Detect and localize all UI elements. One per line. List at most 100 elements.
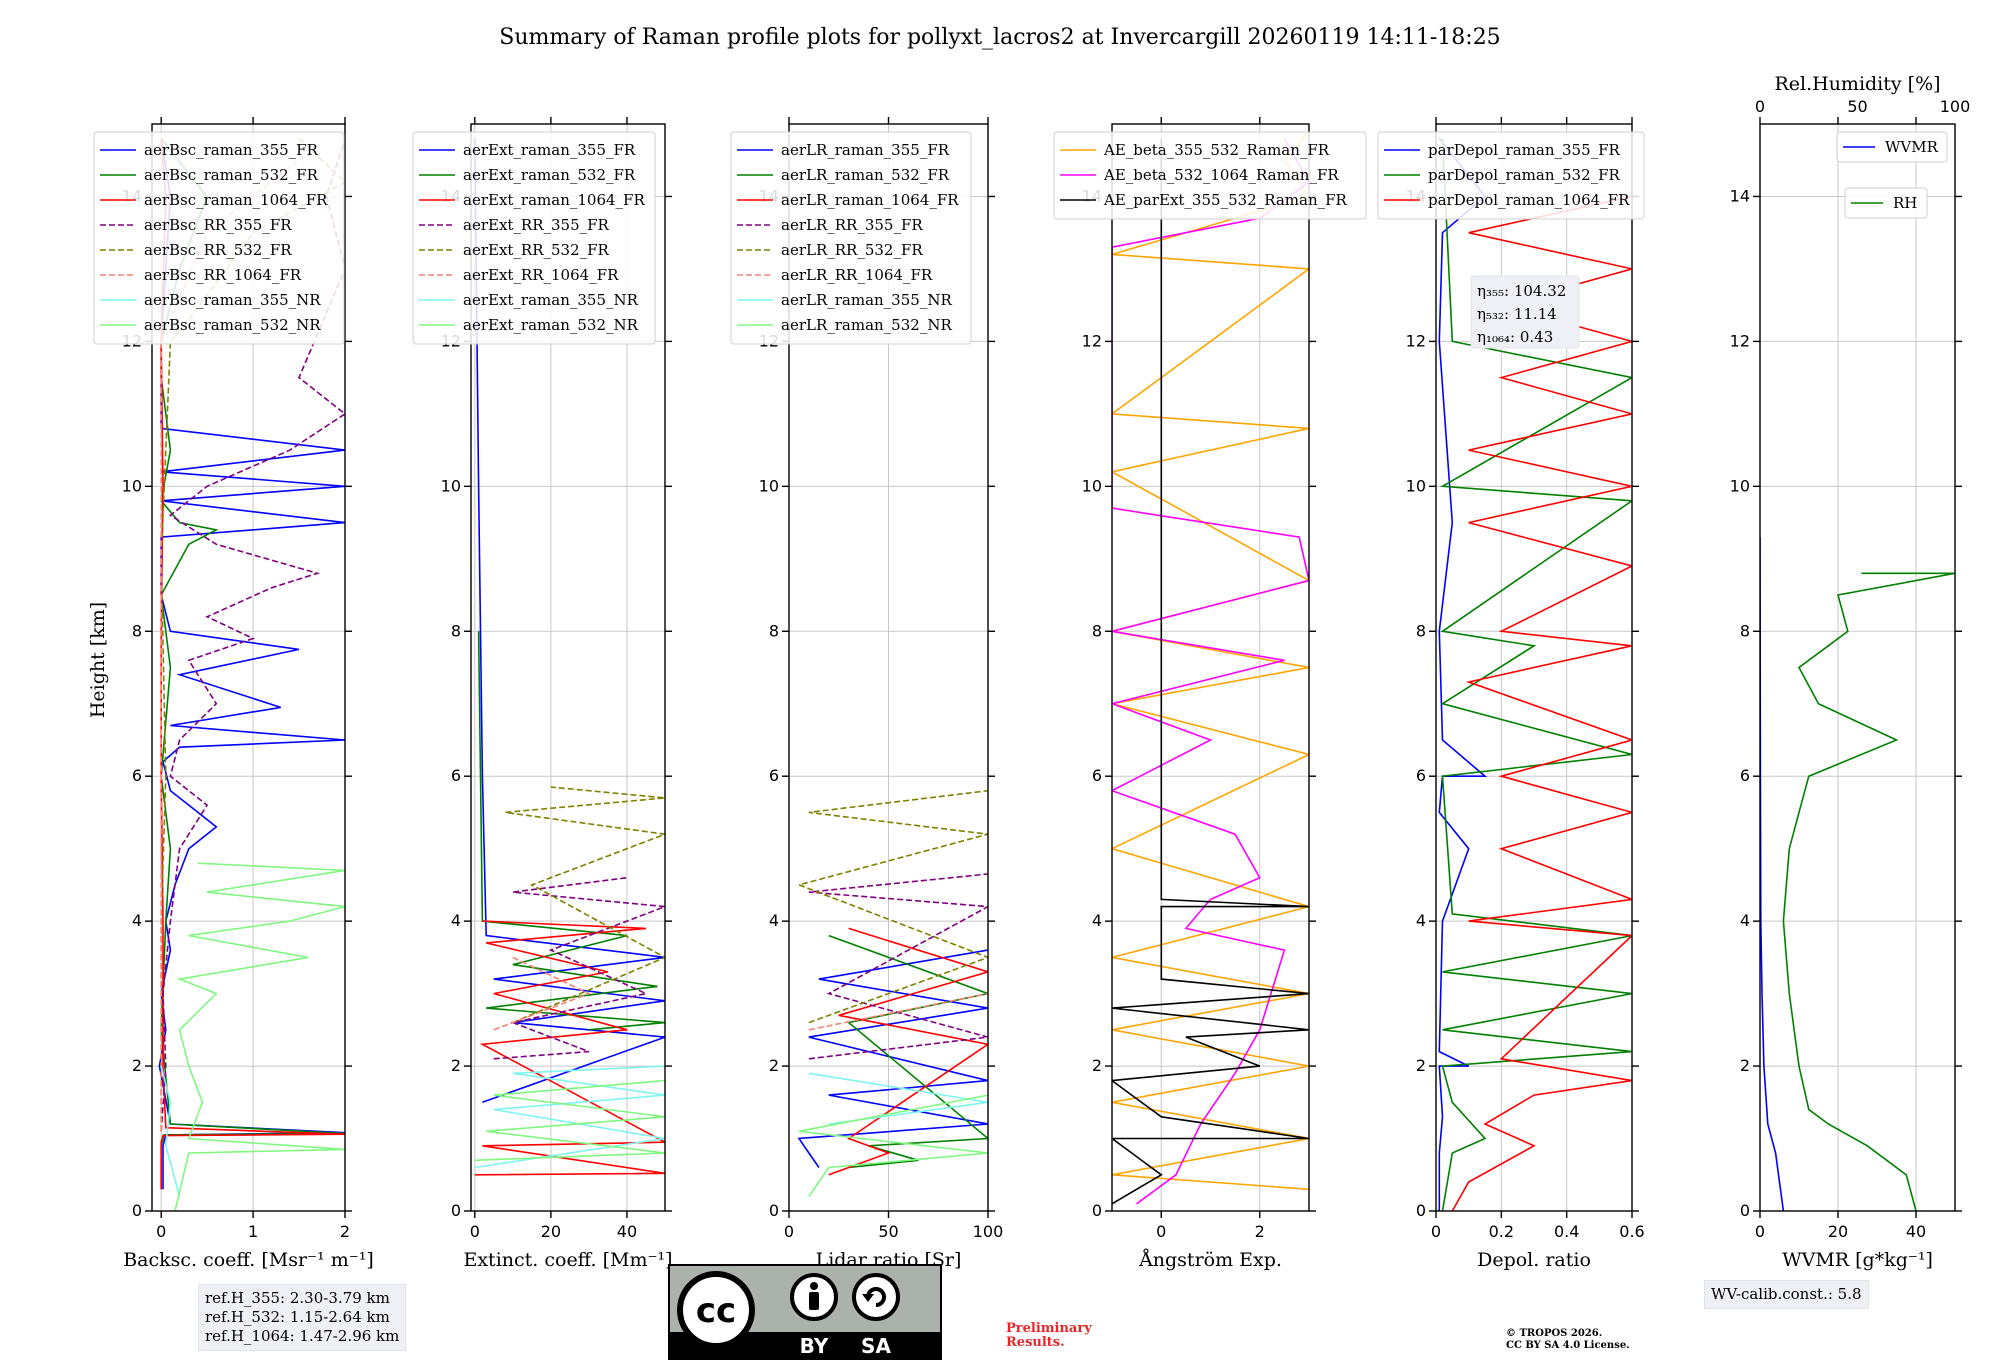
axes-frame bbox=[1435, 123, 1633, 1212]
series-line-WVMR bbox=[1760, 537, 1785, 1211]
series-line-aerBsc_raman_532_NR bbox=[174, 862, 345, 1211]
sa-label: SA bbox=[861, 1334, 891, 1358]
y-tick-label: 8 bbox=[132, 621, 142, 640]
legend-box bbox=[730, 131, 972, 345]
by-label: BY bbox=[800, 1334, 829, 1358]
legend-box bbox=[1844, 187, 1928, 219]
legend-label: aerLR_raman_1064_FR bbox=[781, 191, 959, 209]
y-tick-label: 14 bbox=[1730, 186, 1750, 205]
legend-label: AE_beta_355_532_Raman_FR bbox=[1103, 141, 1330, 159]
ref-height-355: ref.H_355: 2.30-3.79 km bbox=[205, 1289, 390, 1307]
legend-label: AE_beta_532_1064_Raman_FR bbox=[1103, 166, 1339, 184]
series-group bbox=[1438, 138, 1632, 1211]
y-tick-label: 8 bbox=[769, 621, 779, 640]
series-line-aerExt_raman_532_NR bbox=[474, 1079, 665, 1162]
top-x-axis-label: Rel.Humidity [%] bbox=[1774, 73, 1940, 95]
legend-box bbox=[93, 131, 345, 345]
legend-label: aerLR_raman_532_NR bbox=[781, 316, 952, 334]
series-line-aerExt_RR_1064_FR bbox=[493, 956, 591, 1031]
series-line-aerLR_raman_532_FR bbox=[828, 934, 988, 1169]
legend-label: parDepol_raman_532_FR bbox=[1428, 166, 1621, 184]
series-line-aerLR_raman_532_NR bbox=[798, 1094, 988, 1197]
subplot-panels: 02468101214012Backsc. coeff. [Msr⁻¹ m⁻¹]… bbox=[93, 73, 1971, 1271]
x-tick-label: 2 bbox=[340, 1222, 350, 1241]
y-tick-label: 2 bbox=[132, 1056, 142, 1075]
series-line-aerExt_raman_355_NR bbox=[474, 1065, 665, 1169]
cc-logo-icon bbox=[677, 1271, 755, 1349]
legend-label: aerBsc_RR_1064_FR bbox=[144, 266, 302, 284]
x-tick-label: 0 bbox=[1156, 1222, 1166, 1241]
x-axis-label: Backsc. coeff. [Msr⁻¹ m⁻¹] bbox=[123, 1249, 374, 1271]
legend-label: aerBsc_raman_355_FR bbox=[144, 141, 319, 159]
series-line-AE_beta_532_1064_Raman_FR bbox=[1112, 138, 1309, 1205]
y-tick-label: 12 bbox=[1082, 331, 1102, 350]
y-tick-label: 4 bbox=[132, 911, 142, 930]
y-tick-label: 10 bbox=[441, 476, 461, 495]
series-line-parDepol_raman_1064_FR bbox=[1451, 138, 1632, 1211]
y-tick-label: 0 bbox=[451, 1201, 461, 1220]
axes-frame bbox=[470, 123, 666, 1212]
legend-label: RH bbox=[1893, 194, 1917, 212]
legend-label: WVMR bbox=[1885, 138, 1939, 156]
ref-height-532: ref.H_532: 1.15-2.64 km bbox=[205, 1308, 390, 1326]
ref-height-1064: ref.H_1064: 1.47-2.96 km bbox=[205, 1327, 400, 1345]
y-tick-label: 2 bbox=[1092, 1056, 1102, 1075]
legend-label: aerLR_RR_355_FR bbox=[781, 216, 923, 234]
y-tick-label: 4 bbox=[1416, 911, 1426, 930]
top-x-tick-label: 50 bbox=[1847, 97, 1867, 116]
y-tick-label: 6 bbox=[451, 766, 461, 785]
y-axis-label: Height [km] bbox=[87, 602, 109, 718]
legend-label: aerLR_raman_355_NR bbox=[781, 291, 952, 309]
x-axis-label: Extinct. coeff. [Mm⁻¹] bbox=[463, 1249, 672, 1271]
x-axis-label: WVMR [g*kg⁻¹] bbox=[1782, 1249, 1933, 1271]
copyright-line-1: © TROPOS 2026. bbox=[1506, 1328, 1603, 1339]
y-tick-label: 10 bbox=[759, 476, 779, 495]
y-tick-label: 4 bbox=[451, 911, 461, 930]
legend: AE_beta_355_532_Raman_FR AE_beta_532_1064… bbox=[1053, 131, 1367, 220]
top-x-tick-label: 0 bbox=[1755, 97, 1765, 116]
y-tick-label: 4 bbox=[769, 911, 779, 930]
x-tick-label: 0 bbox=[1755, 1222, 1765, 1241]
x-tick-label: 2 bbox=[1255, 1222, 1265, 1241]
legend-label: AE_parExt_355_532_Raman_FR bbox=[1103, 191, 1348, 209]
legend-RH: RH bbox=[1844, 187, 1928, 219]
legend-label: aerBsc_raman_532_FR bbox=[144, 166, 319, 184]
y-tick-label: 8 bbox=[1416, 621, 1426, 640]
legend-label: aerBsc_raman_355_NR bbox=[144, 291, 321, 309]
cc-logo-text: cc bbox=[696, 1291, 736, 1331]
preliminary-results-note: Preliminary Results. bbox=[1006, 1322, 1092, 1350]
axes-frame bbox=[1759, 123, 1956, 1212]
y-tick-label: 2 bbox=[1416, 1056, 1426, 1075]
legend-label: parDepol_raman_355_FR bbox=[1428, 141, 1621, 159]
y-tick-label: 2 bbox=[451, 1056, 461, 1075]
series-line-aerLR_RR_532_FR bbox=[796, 789, 988, 1024]
annotation-box bbox=[1470, 275, 1580, 349]
legend-label: parDepol_raman_1064_FR bbox=[1428, 191, 1630, 209]
series-group bbox=[1112, 130, 1309, 1205]
y-tick-label: 6 bbox=[1416, 766, 1426, 785]
annotation-line: η₁₀₆₄: 0.43 bbox=[1477, 328, 1553, 346]
x-tick-label: 40 bbox=[617, 1222, 637, 1241]
series-line-aerExt_RR_355_FR bbox=[493, 876, 665, 1060]
annotation-line: η₃₅₅: 104.32 bbox=[1477, 282, 1566, 300]
x-tick-label: 100 bbox=[973, 1222, 1004, 1241]
legend-label: aerBsc_RR_532_FR bbox=[144, 241, 292, 259]
x-tick-label: 40 bbox=[1906, 1222, 1926, 1241]
legend: aerLR_raman_355_FR aerLR_raman_532_FR aerL… bbox=[730, 131, 972, 345]
y-tick-label: 2 bbox=[769, 1056, 779, 1075]
y-tick-label: 10 bbox=[1082, 476, 1102, 495]
x-tick-label: 0 bbox=[1431, 1222, 1441, 1241]
x-tick-label: 20 bbox=[1828, 1222, 1848, 1241]
legend-label: aerExt_raman_1064_FR bbox=[463, 191, 645, 209]
x-axis-label: Ångström Exp. bbox=[1138, 1249, 1282, 1271]
series-line-aerLR_raman_355_FR bbox=[797, 949, 988, 1168]
series-line-aerBsc_RR_355_FR bbox=[160, 138, 345, 1132]
y-tick-label: 8 bbox=[1740, 621, 1750, 640]
preliminary-line-2: Results. bbox=[1006, 1335, 1065, 1350]
legend-label: aerExt_raman_355_FR bbox=[463, 141, 636, 159]
series-line-AE_parExt_355_532_Raman_FR bbox=[1112, 138, 1309, 1205]
legend-label: aerBsc_RR_355_FR bbox=[144, 216, 292, 234]
